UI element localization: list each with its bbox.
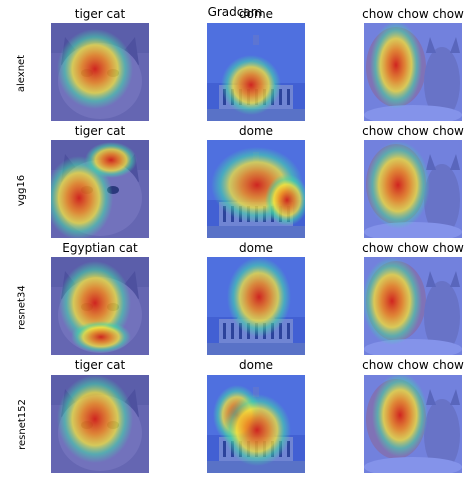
prediction-title: tiger cat	[74, 358, 126, 372]
gradcam-heatmap-dome	[207, 140, 305, 238]
gradcam-heatmap-dog	[364, 23, 462, 121]
row-label-alexnet: alexnet	[16, 54, 28, 92]
prediction-title: dome	[238, 358, 274, 372]
gradcam-heatmap-cat	[51, 257, 149, 355]
gradcam-heatmap-cat	[51, 140, 149, 238]
prediction-title: chow chow chow	[362, 7, 464, 21]
gradcam-heatmap-cat	[51, 375, 149, 473]
prediction-title: tiger cat	[74, 7, 126, 21]
prediction-title: tiger cat	[74, 124, 126, 138]
gradcam-heatmap-dome	[207, 257, 305, 355]
gradcam-heatmap-dome	[207, 23, 305, 121]
row-label-vgg16: vgg16	[16, 174, 28, 206]
prediction-title: dome	[238, 124, 274, 138]
prediction-title: chow chow chow	[362, 241, 464, 255]
gradcam-heatmap-dog	[364, 257, 462, 355]
row-label-resnet34: resnet34	[16, 284, 28, 330]
gradcam-heatmap-dog	[364, 140, 462, 238]
figure-title: Gradcam	[207, 5, 263, 19]
row-label-resnet152: resnet152	[16, 398, 28, 450]
gradcam-heatmap-cat	[51, 23, 149, 121]
gradcam-heatmap-dog	[364, 375, 462, 473]
prediction-title: dome	[238, 241, 274, 255]
prediction-title: chow chow chow	[362, 124, 464, 138]
gradcam-heatmap-dome	[207, 375, 305, 473]
prediction-title: dome	[238, 7, 274, 21]
prediction-title: chow chow chow	[362, 358, 464, 372]
prediction-title: Egyptian cat	[62, 241, 138, 255]
